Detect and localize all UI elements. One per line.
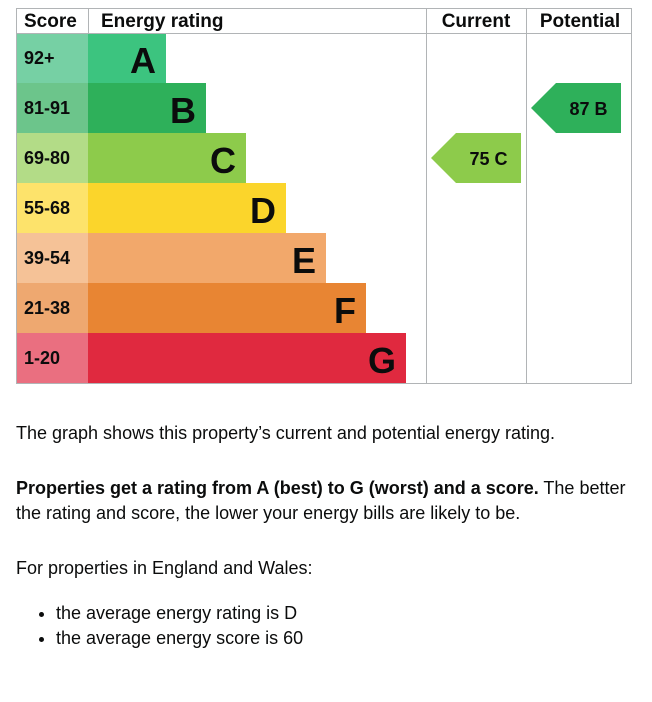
score-range-f: 21-38 bbox=[24, 298, 70, 318]
score-cell-e bbox=[16, 233, 88, 283]
rating-bar-d bbox=[88, 183, 286, 233]
score-cell-b bbox=[16, 83, 88, 133]
rating-letter-d: D bbox=[250, 190, 276, 231]
score-cell-c bbox=[16, 133, 88, 183]
score-cell-g bbox=[16, 333, 88, 383]
rating-letter-g: G bbox=[368, 340, 396, 381]
rating-bar-e bbox=[88, 233, 326, 283]
score-cell-d bbox=[16, 183, 88, 233]
rating-bar-g bbox=[88, 333, 406, 383]
header-score: Score bbox=[24, 11, 77, 32]
score-range-c: 69-80 bbox=[24, 148, 70, 168]
header-current: Current bbox=[442, 11, 511, 32]
rating-letter-b: B bbox=[170, 90, 196, 131]
score-range-e: 39-54 bbox=[24, 248, 70, 268]
rating-letter-f: F bbox=[334, 290, 356, 331]
chart-gridlines bbox=[16, 8, 632, 384]
header-potential: Potential bbox=[540, 11, 620, 32]
score-cell-f bbox=[16, 283, 88, 333]
rating-letter-c: C bbox=[210, 140, 236, 181]
rating-letter-a: A bbox=[130, 40, 156, 81]
averages-list: the average energy rating is D the avera… bbox=[16, 601, 303, 651]
rating-arrows: 75 C 87 B bbox=[431, 83, 621, 183]
list-item-average-rating: the average energy rating is D bbox=[56, 601, 303, 626]
score-range-g: 1-20 bbox=[24, 348, 60, 368]
rating-bar-f bbox=[88, 283, 366, 333]
rating-bar-c bbox=[88, 133, 246, 183]
region-intro: For properties in England and Wales: bbox=[16, 558, 313, 578]
rating-letter-e: E bbox=[292, 240, 316, 281]
score-range-d: 55-68 bbox=[24, 198, 70, 218]
current-rating-label: 75 C bbox=[469, 149, 507, 169]
energy-rating-chart: 92+ A81-91 B69-80 C55-68 D39-54 E21-38 F1-20 G … bbox=[16, 8, 632, 384]
list-item-average-score: the average energy score is 60 bbox=[56, 626, 303, 651]
rating-bar-a bbox=[88, 33, 166, 83]
rating-bar-b bbox=[88, 83, 206, 133]
rating-explanation-bold: Properties get a rating from A (best) to… bbox=[16, 478, 539, 498]
header-energy-rating: Energy rating bbox=[101, 11, 223, 32]
chart-border bbox=[16, 8, 632, 384]
score-cell-a bbox=[16, 33, 88, 83]
potential-rating-arrow bbox=[531, 83, 621, 133]
graph-description: The graph shows this property’s current … bbox=[16, 423, 555, 443]
score-range-a: 92+ bbox=[24, 48, 55, 68]
rating-explanation: Properties get a rating from A (best) to… bbox=[16, 476, 636, 526]
current-rating-arrow bbox=[431, 133, 521, 183]
rating-explanation-rest: The better the rating and score, the low… bbox=[16, 478, 626, 523]
score-range-b: 81-91 bbox=[24, 98, 70, 118]
potential-rating-label: 87 B bbox=[569, 99, 607, 119]
rating-bands: 92+ A 81-91 B 69-80 C 55-68 D 39-54 E 21-38 F 1-20 G bbox=[16, 33, 406, 383]
